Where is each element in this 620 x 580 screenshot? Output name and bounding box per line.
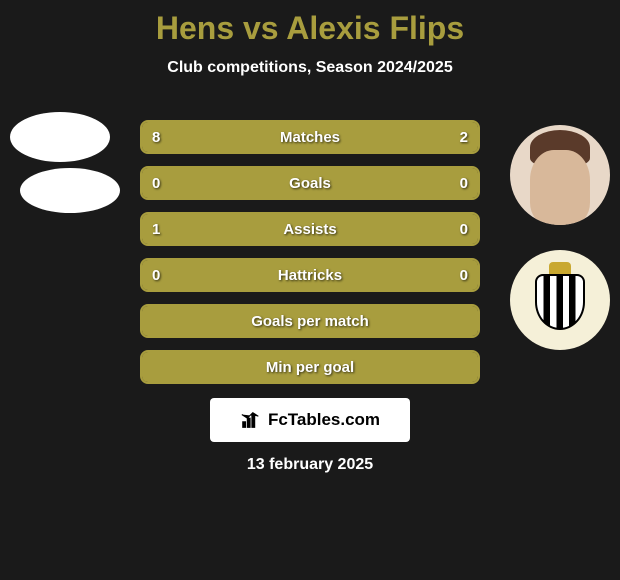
stat-label: Goals xyxy=(142,168,478,198)
stat-value-right: 2 xyxy=(460,122,468,152)
stat-label: Min per goal xyxy=(142,352,478,382)
stat-value-right: 0 xyxy=(460,260,468,290)
stat-row: Min per goal xyxy=(140,350,480,384)
player-right-avatar xyxy=(510,125,610,225)
club-left-logo xyxy=(20,168,120,213)
shield-icon xyxy=(535,270,585,330)
stat-value-right: 0 xyxy=(460,214,468,244)
player-left-avatar xyxy=(10,112,110,162)
page-title: Hens vs Alexis Flips xyxy=(0,0,620,47)
stat-value-left: 0 xyxy=(152,168,160,198)
stat-row: Hattricks0 0 xyxy=(140,258,480,292)
stat-label: Assists xyxy=(142,214,478,244)
stat-row: Matches8 2 xyxy=(140,120,480,154)
brand-text: FcTables.com xyxy=(268,410,380,430)
stat-row: Goals0 0 xyxy=(140,166,480,200)
brand-badge: FcTables.com xyxy=(210,398,410,442)
page-subtitle: Club competitions, Season 2024/2025 xyxy=(0,59,620,77)
stat-value-left: 0 xyxy=(152,260,160,290)
stat-row: Assists1 0 xyxy=(140,212,480,246)
stat-label: Goals per match xyxy=(142,306,478,336)
stat-value-left: 1 xyxy=(152,214,160,244)
stats-comparison: Matches82Goals00Assists10Hattricks00Goal… xyxy=(140,120,480,396)
footer-date: 13 february 2025 xyxy=(0,456,620,474)
stat-label: Matches xyxy=(142,122,478,152)
stat-value-left: 8 xyxy=(152,122,160,152)
club-right-logo xyxy=(510,250,610,350)
chart-icon xyxy=(240,409,262,431)
stat-label: Hattricks xyxy=(142,260,478,290)
stat-row: Goals per match xyxy=(140,304,480,338)
stat-value-right: 0 xyxy=(460,168,468,198)
